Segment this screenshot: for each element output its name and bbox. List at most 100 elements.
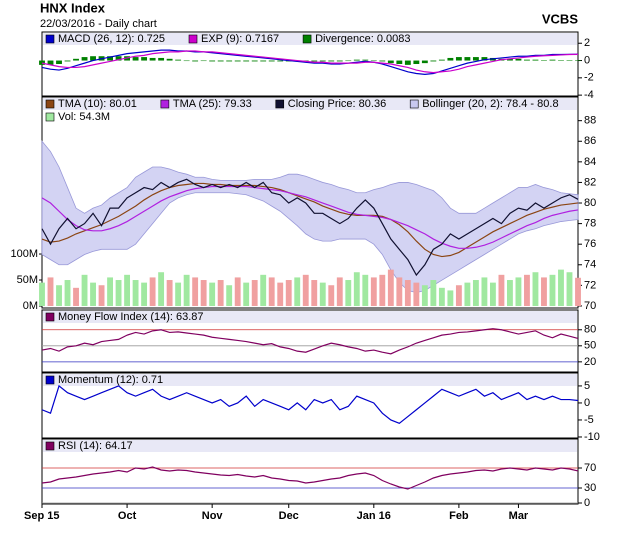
bar: [558, 60, 564, 61]
bar: [73, 287, 79, 307]
bar: [149, 57, 156, 61]
bar: [39, 282, 45, 307]
bar: [294, 277, 301, 307]
bar: [541, 277, 547, 307]
bar: [90, 56, 96, 61]
bar: [251, 280, 258, 307]
bar: [387, 60, 394, 64]
bar: [319, 282, 326, 307]
bar: [268, 60, 275, 62]
bar: [455, 285, 462, 307]
bar: [413, 60, 420, 64]
bar: [464, 282, 471, 307]
y-tick-label: 72: [584, 279, 596, 291]
legend-label: EXP (9): 0.7167: [201, 33, 279, 45]
y-tick-label: 50: [584, 340, 596, 352]
y-tick-label: 88: [584, 115, 596, 127]
bar: [345, 280, 352, 307]
chart-title: HNX Index: [40, 0, 106, 15]
bar: [328, 285, 335, 307]
y-tick-label: 0: [584, 497, 590, 509]
bar: [575, 277, 581, 307]
bar: [277, 282, 284, 307]
x-tick-label: Nov: [202, 510, 224, 522]
x-tick-label: Mar: [509, 510, 529, 522]
y2-tick-label: 0M: [23, 300, 38, 312]
legend-swatch: [275, 99, 285, 109]
bar: [498, 274, 505, 307]
bar: [175, 282, 182, 307]
y-tick-label: 84: [584, 156, 596, 168]
bar: [98, 285, 105, 307]
bar: [56, 285, 62, 307]
bar: [243, 282, 250, 307]
bar: [404, 280, 411, 307]
bar: [481, 277, 488, 307]
bar: [217, 60, 224, 62]
bar: [90, 282, 96, 307]
legend-swatch: [45, 312, 55, 322]
bar: [558, 269, 564, 307]
bar: [226, 60, 233, 62]
bar: [158, 57, 165, 61]
bar: [107, 277, 113, 307]
bar: [362, 274, 369, 307]
bar: [447, 290, 454, 307]
bar: [472, 57, 479, 61]
bar: [396, 60, 403, 64]
y-tick-label: 2: [584, 37, 590, 49]
y-tick-label: 80: [584, 197, 596, 209]
legend-swatch: [45, 112, 55, 122]
bar: [311, 280, 318, 307]
bar: [200, 60, 207, 62]
bar: [379, 274, 386, 307]
bar: [566, 60, 573, 61]
bar: [345, 60, 352, 62]
y-tick-label: -10: [584, 431, 600, 443]
bar: [209, 60, 216, 62]
legend-label: Divergence: 0.0083: [315, 33, 410, 45]
bar: [56, 60, 62, 64]
y-tick-label: 0: [584, 397, 590, 409]
bar: [370, 277, 377, 307]
bar: [268, 277, 275, 307]
bar: [387, 269, 394, 307]
bar: [166, 280, 173, 307]
y-tick-label: 82: [584, 176, 596, 188]
bar: [404, 60, 411, 65]
bar: [183, 60, 190, 62]
legend-swatch: [160, 99, 170, 109]
bar: [192, 60, 199, 62]
bar: [421, 60, 428, 64]
x-tick-label: Feb: [449, 510, 469, 522]
bar: [464, 57, 471, 61]
bar: [370, 60, 377, 62]
legend-label: Closing Price: 80.36: [288, 98, 386, 110]
legend-swatch: [188, 34, 198, 44]
bar: [81, 274, 88, 307]
bar: [39, 60, 45, 65]
bar: [234, 277, 241, 307]
y-tick-label: 86: [584, 135, 596, 147]
y-tick-label: 0: [584, 54, 590, 66]
panel-band: [43, 311, 577, 323]
bar: [455, 57, 462, 61]
legend-swatch: [409, 99, 419, 109]
bar: [47, 60, 54, 65]
line: [41, 178, 579, 277]
legend-swatch: [45, 441, 55, 451]
bar: [353, 272, 360, 307]
bar: [532, 59, 539, 61]
bar: [379, 60, 386, 62]
bar: [73, 58, 79, 61]
panel-band: [43, 374, 577, 386]
bar: [524, 59, 530, 61]
bar: [132, 280, 139, 307]
bar: [353, 59, 360, 61]
bar: [234, 60, 241, 62]
bar: [549, 59, 556, 61]
bar: [192, 277, 199, 307]
x-tick-label: Jan 16: [357, 510, 391, 522]
y-tick-label: -2: [584, 72, 594, 84]
y-tick-label: 76: [584, 238, 596, 250]
